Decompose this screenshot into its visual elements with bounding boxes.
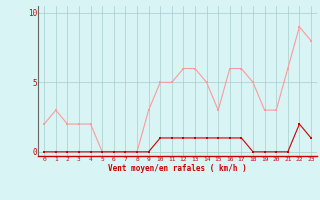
X-axis label: Vent moyen/en rafales ( km/h ): Vent moyen/en rafales ( km/h ) bbox=[108, 164, 247, 173]
